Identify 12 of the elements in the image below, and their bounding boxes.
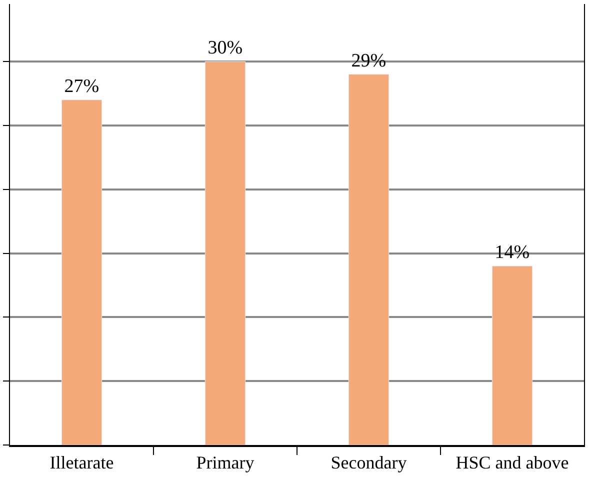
bar xyxy=(348,74,390,445)
x-tick-label: Primary xyxy=(196,452,254,473)
data-label: 14% xyxy=(494,242,530,264)
data-label: 27% xyxy=(64,76,100,97)
data-label: 29% xyxy=(351,50,386,72)
bar xyxy=(492,266,533,445)
x-tick-label: Secondary xyxy=(330,452,407,473)
data-label: 30% xyxy=(208,38,243,59)
bar xyxy=(61,100,102,445)
x-tick-label: Illetarate xyxy=(50,452,114,473)
bar xyxy=(204,61,246,445)
x-tick-label: HSC and above xyxy=(456,452,569,473)
